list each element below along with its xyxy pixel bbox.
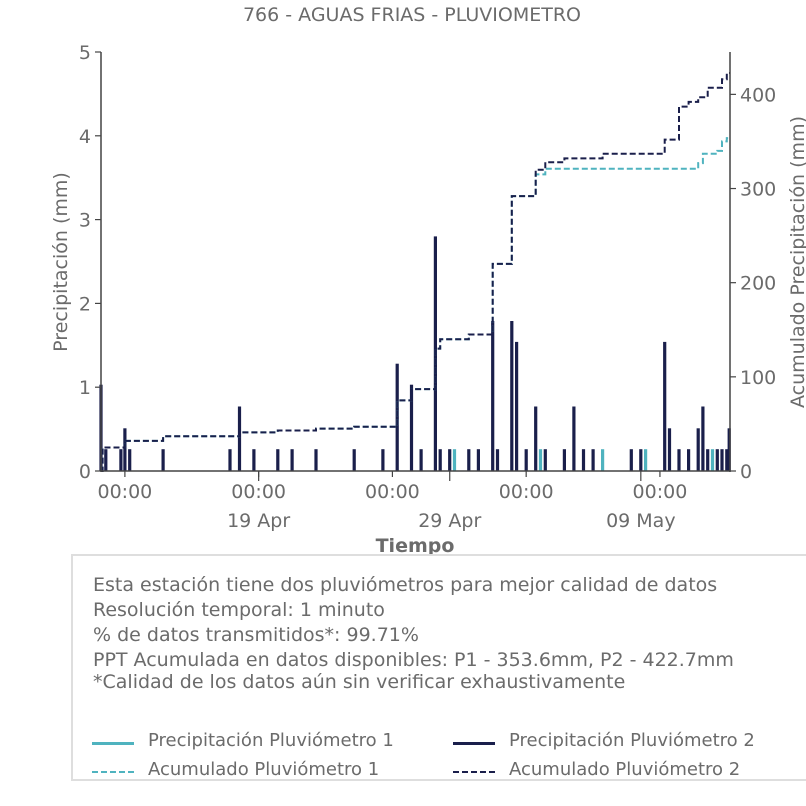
x-date-label-0: 19 Apr	[227, 510, 290, 532]
x-tick-label-2: 00:00	[365, 481, 420, 503]
bar-p2-12	[352, 449, 356, 471]
bar-p2-11	[314, 449, 318, 471]
x-date-label-1: 29 Apr	[418, 510, 481, 532]
bar-p2-2	[119, 449, 123, 471]
chart-title: 766 - AGUAS FRIAS - PLUVIOMETRO	[243, 4, 581, 26]
bar-p2-8	[252, 449, 256, 471]
bar-p2-9	[276, 449, 280, 471]
bar-p2-15	[409, 384, 414, 471]
bar-p1-1	[538, 449, 543, 471]
bar-p2-1	[104, 449, 108, 471]
bar-p2-45	[727, 428, 731, 471]
legend-swatch-a2	[453, 771, 495, 773]
y2-tick-label-2: 200	[740, 273, 776, 295]
x-date-label-2: 09 May	[606, 510, 676, 532]
bar-p2-26	[524, 449, 528, 471]
legend-label-p2: Precipitación Pluviómetro 2	[509, 730, 755, 751]
x-tick-label-0: 00:00	[98, 481, 153, 503]
bar-p2-28	[543, 449, 547, 471]
bar-p1-4	[710, 449, 715, 471]
y2-tick-label-3: 300	[740, 179, 776, 201]
chart: 766 - AGUAS FRIAS - PLUVIOMETRO Precipit…	[50, 4, 806, 557]
y-tick-label-1: 1	[79, 377, 91, 399]
info-line-4: PPT Acumulada en datos disponibles: P1 -…	[93, 649, 734, 671]
x-tick-label-1: 00:00	[231, 481, 286, 503]
bar-p2-5	[161, 449, 165, 471]
bar-p2-20	[467, 449, 471, 471]
y2-tick-label-4: 400	[740, 84, 776, 106]
bar-p2-40	[701, 406, 705, 471]
y-tick-label-2: 2	[79, 293, 91, 315]
legend-swatch-p1	[92, 742, 134, 745]
info-line-5: *Calidad de los datos aún sin verificar …	[93, 671, 626, 693]
bar-p2-38	[687, 449, 691, 471]
y-axis-label: Precipitación (mm)	[50, 172, 72, 352]
bar-p2-21	[476, 449, 480, 471]
bar-p2-43	[720, 449, 724, 471]
bar-p2-36	[667, 428, 672, 471]
bar-p1-3	[644, 449, 648, 471]
bar-p1-2	[601, 449, 605, 471]
bar-p2-23	[495, 449, 500, 471]
y2-tick-label-1: 100	[740, 367, 776, 389]
legend-label-a2: Acumulado Pluviómetro 2	[509, 759, 741, 780]
bar-p2-13	[381, 449, 385, 471]
legend-swatch-a1	[92, 771, 134, 773]
cumulative-line-p1	[101, 137, 730, 472]
bar-p2-35	[663, 341, 667, 471]
y2-tick-label-0: 0	[740, 461, 752, 483]
bar-p2-31	[581, 449, 586, 471]
bar-p2-16	[419, 449, 423, 471]
bar-p2-27	[534, 406, 538, 471]
bar-p2-14	[395, 363, 399, 471]
bar-p2-33	[629, 449, 633, 471]
info-box: Esta estación tiene dos pluviómetros par…	[71, 554, 806, 781]
bar-p2-29	[562, 449, 566, 471]
x-tick-label-4: 00:00	[633, 481, 688, 503]
bar-p2-24	[510, 321, 514, 471]
plot-area	[99, 72, 731, 472]
bar-p2-30	[572, 406, 576, 471]
info-line-2: Resolución temporal: 1 minuto	[93, 599, 385, 621]
cumulative-line-p2	[101, 72, 730, 472]
info-line-3: % de datos transmitidos*: 99.71%	[93, 624, 419, 646]
bar-p2-6	[228, 449, 232, 471]
y2-axis-label: Acumulado Precipitación (mm)	[787, 116, 806, 408]
info-line-1: Esta estación tiene dos pluviómetros par…	[93, 574, 718, 596]
bar-p2-7	[237, 406, 242, 471]
y-tick-label-0: 0	[79, 461, 91, 483]
y-tick-label-5: 5	[79, 42, 91, 64]
x-axis-label: Tiempo	[376, 535, 455, 557]
bar-p2-4	[128, 449, 132, 471]
legend-label-a1: Acumulado Pluviómetro 1	[148, 759, 380, 780]
bar-p2-18	[438, 449, 442, 471]
bar-p2-19	[448, 449, 452, 471]
y-tick-label-4: 4	[79, 126, 91, 148]
bar-p2-25	[515, 341, 519, 471]
legend-swatch-p2	[453, 742, 495, 745]
bar-p2-37	[677, 449, 681, 471]
bar-p2-22	[491, 321, 495, 471]
bar-p2-42	[715, 449, 719, 471]
legend-label-p1: Precipitación Pluviómetro 1	[148, 730, 394, 751]
bar-p2-10	[290, 449, 294, 471]
bar-p2-34	[639, 449, 643, 471]
bar-p1-0	[452, 449, 457, 471]
x-tick-label-3: 00:00	[499, 481, 554, 503]
bar-p2-44	[725, 449, 729, 471]
bar-p2-3	[123, 428, 127, 471]
y-tick-label-3: 3	[79, 210, 91, 232]
bar-p2-41	[706, 449, 710, 471]
bar-p2-32	[591, 449, 595, 471]
bar-p2-39	[696, 428, 700, 471]
